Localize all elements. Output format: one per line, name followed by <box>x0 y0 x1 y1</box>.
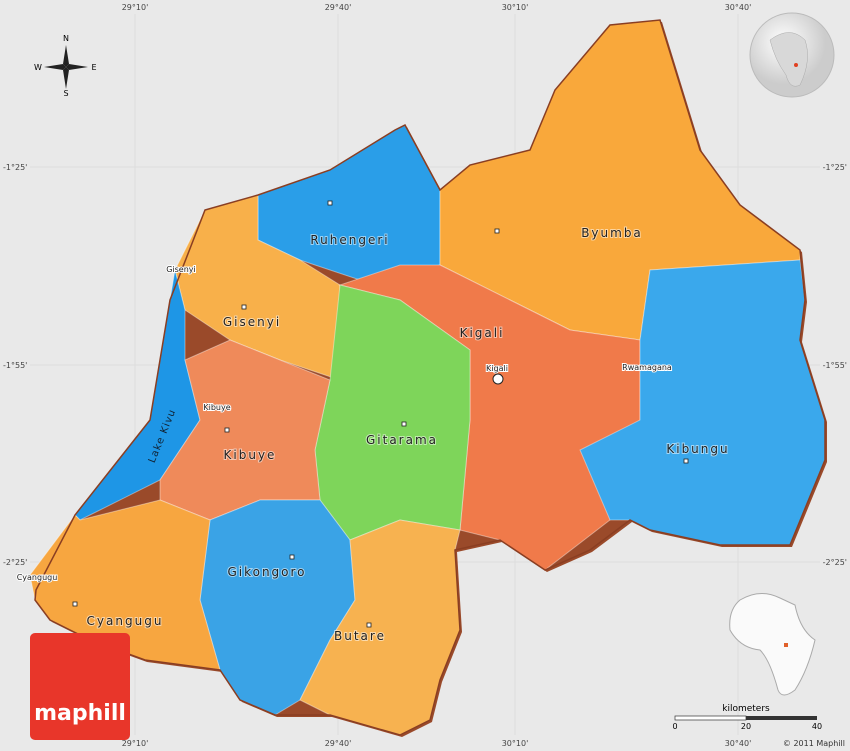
province-label: Kigali <box>460 326 505 340</box>
province-label: Byumba <box>581 226 643 240</box>
logo-box <box>30 633 130 740</box>
grid-label-top: 29°10' <box>122 3 149 12</box>
province-label: Gikongoro <box>227 565 306 579</box>
compass-s: S <box>63 89 68 98</box>
copyright: © 2011 Maphill <box>783 739 845 748</box>
grid-label-bottom: 30°10' <box>502 739 529 748</box>
grid-label-bottom: 30°40' <box>725 739 752 748</box>
grid-label-left: -1°55' <box>3 361 27 370</box>
town-marker <box>224 427 230 433</box>
grid-label-bottom: 29°40' <box>325 739 352 748</box>
scale-label: 40 <box>812 722 822 731</box>
compass-w: W <box>34 63 42 72</box>
town-marker <box>327 200 333 206</box>
africa-inset <box>729 593 816 696</box>
compass-rose <box>44 45 88 89</box>
compass-e: E <box>91 63 96 72</box>
city-label: Rwamagana <box>622 363 672 372</box>
grid-label-right: -1°25' <box>823 163 847 172</box>
city-label: Kigali <box>486 364 508 373</box>
town-marker <box>401 421 407 427</box>
town-marker <box>72 601 78 607</box>
province-label: Kibuye <box>224 448 277 462</box>
grid-label-right: -1°55' <box>823 361 847 370</box>
grid-label-right: -2°25' <box>823 558 847 567</box>
scale-unit: kilometers <box>722 704 770 714</box>
grid-label-top: 30°10' <box>502 3 529 12</box>
province-label: Butare <box>334 629 386 643</box>
province-label: Cyangugu <box>87 614 164 628</box>
province-label: Kibungu <box>666 442 729 456</box>
labels: 29°10' 29°10' 29°40' 29°40' 30°10' 30°10' 30°4… <box>3 3 847 748</box>
compass-n: N <box>63 34 69 43</box>
town-marker <box>494 228 500 234</box>
grid-label-bottom: 29°10' <box>122 739 149 748</box>
province-label: Gitarama <box>366 433 438 447</box>
city-label: Cyangugu <box>17 573 58 582</box>
province-label: Ruhengeri <box>310 233 389 247</box>
town-marker <box>289 554 295 560</box>
grid-label-top: 29°40' <box>325 3 352 12</box>
logo-text: maphill <box>34 701 126 726</box>
scale-label: 20 <box>741 722 751 731</box>
province-label: Gisenyi <box>223 315 281 329</box>
town-marker <box>241 304 247 310</box>
grid-label-left: -1°25' <box>3 163 27 172</box>
country-outline <box>34 19 826 736</box>
grid-label-left: -2°25' <box>3 558 27 567</box>
town-marker <box>683 458 689 464</box>
capital-marker <box>492 373 504 385</box>
grid-label-top: 30°40' <box>725 3 752 12</box>
town-marker <box>366 622 372 628</box>
scale-bar <box>674 715 817 721</box>
city-label: Gisenyi <box>166 265 196 274</box>
scale-label: 0 <box>672 722 677 731</box>
city-label: Kibuye <box>203 403 230 412</box>
globe <box>749 12 835 98</box>
